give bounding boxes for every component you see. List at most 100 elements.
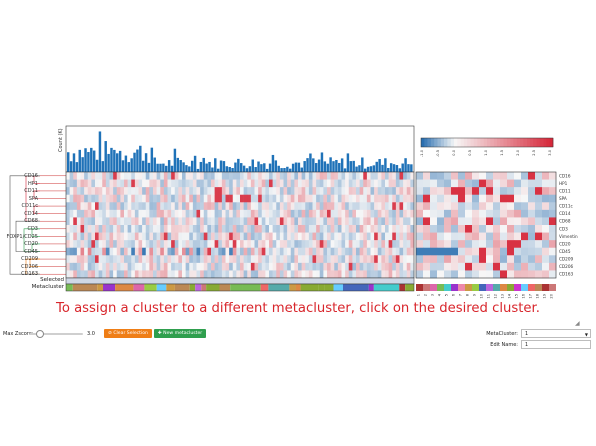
heatmap-cell[interactable] (377, 187, 382, 196)
heatmap-cell[interactable] (84, 202, 89, 211)
heatmap-cell[interactable] (276, 232, 281, 241)
metacluster-cell[interactable] (549, 194, 557, 203)
heatmap-cell[interactable] (171, 209, 176, 218)
heatmap-cell[interactable] (142, 255, 147, 264)
metacluster-cell[interactable] (465, 217, 473, 226)
heatmap-cell[interactable] (134, 172, 139, 180)
heatmap-cell[interactable] (145, 270, 150, 279)
resize-handle-icon[interactable]: ◢ (575, 320, 580, 327)
metacluster-cell[interactable] (437, 270, 445, 279)
heatmap-cell[interactable] (105, 255, 110, 264)
heatmap-cell[interactable] (254, 255, 259, 264)
heatmap-cell[interactable] (312, 179, 317, 188)
heatmap-cell[interactable] (294, 179, 299, 188)
heatmap-cell[interactable] (250, 194, 255, 203)
heatmap-cell[interactable] (301, 217, 306, 226)
metacluster-cell[interactable] (493, 209, 501, 218)
heatmap-cell[interactable] (116, 270, 121, 279)
heatmap-cell[interactable] (348, 255, 353, 264)
metacluster-cell[interactable] (528, 187, 536, 196)
heatmap-cell[interactable] (153, 209, 157, 218)
heatmap-cell[interactable] (127, 209, 132, 218)
heatmap-cell[interactable] (265, 172, 270, 180)
metacluster-cell[interactable] (514, 247, 522, 256)
heatmap-cell[interactable] (76, 240, 81, 249)
heatmap-cell[interactable] (341, 194, 346, 203)
metacluster-cell[interactable] (549, 247, 557, 256)
heatmap-cell[interactable] (145, 255, 150, 264)
heatmap-cell[interactable] (312, 270, 317, 279)
heatmap-cell[interactable] (290, 225, 295, 233)
heatmap-cell[interactable] (410, 179, 415, 188)
heatmap-cell[interactable] (410, 187, 415, 196)
heatmap-cell[interactable] (330, 270, 335, 279)
heatmap-cell[interactable] (319, 225, 324, 233)
metacluster-cell[interactable] (479, 240, 487, 249)
heatmap-cell[interactable] (403, 270, 408, 279)
heatmap-cell[interactable] (356, 194, 360, 203)
heatmap-cell[interactable] (345, 187, 350, 196)
metacluster-cell[interactable] (437, 187, 445, 196)
heatmap-cell[interactable] (403, 172, 408, 180)
heatmap-cell[interactable] (363, 194, 368, 203)
metacluster-cell[interactable] (451, 255, 459, 264)
heatmap-cell[interactable] (327, 179, 331, 188)
heatmap-cell[interactable] (134, 187, 139, 196)
heatmap-cell[interactable] (334, 202, 339, 211)
heatmap-cell[interactable] (243, 187, 248, 196)
metacluster-cell[interactable] (493, 240, 501, 249)
heatmap-cell[interactable] (84, 225, 89, 233)
heatmap-cell[interactable] (392, 255, 397, 264)
heatmap-cell[interactable] (229, 225, 234, 233)
heatmap-cell[interactable] (305, 247, 310, 256)
heatmap-cell[interactable] (366, 202, 371, 211)
heatmap-cell[interactable] (254, 202, 259, 211)
heatmap-cell[interactable] (160, 262, 165, 271)
heatmap-cell[interactable] (69, 240, 74, 249)
heatmap-cell[interactable] (192, 247, 197, 256)
heatmap-cell[interactable] (265, 240, 270, 249)
heatmap-cell[interactable] (388, 187, 393, 196)
heatmap-cell[interactable] (163, 232, 168, 241)
metacluster-cell[interactable] (458, 232, 466, 241)
heatmap-cell[interactable] (403, 247, 408, 256)
heatmap-cell[interactable] (153, 217, 157, 226)
metacluster-cell[interactable] (507, 202, 515, 211)
heatmap-cell[interactable] (156, 255, 161, 264)
heatmap-cell[interactable] (84, 262, 89, 271)
heatmap-cell[interactable] (410, 202, 415, 211)
heatmap-cell[interactable] (229, 202, 234, 211)
heatmap-cell[interactable] (377, 202, 382, 211)
heatmap-cell[interactable] (399, 202, 404, 211)
heatmap-cell[interactable] (337, 255, 342, 264)
heatmap-cell[interactable] (287, 225, 292, 233)
heatmap-cell[interactable] (116, 202, 121, 211)
metacluster-cell[interactable] (486, 217, 494, 226)
heatmap-cell[interactable] (189, 179, 194, 188)
heatmap-cell[interactable] (258, 202, 263, 211)
metacluster-cell[interactable] (458, 247, 466, 256)
heatmap-cell[interactable] (403, 194, 408, 203)
heatmap-cell[interactable] (178, 232, 183, 241)
heatmap-cell[interactable] (167, 194, 172, 203)
heatmap-cell[interactable] (109, 194, 114, 203)
heatmap-cell[interactable] (243, 270, 248, 279)
heatmap-cell[interactable] (138, 209, 143, 218)
heatmap-cell[interactable] (341, 262, 346, 271)
metacluster-cell[interactable] (549, 209, 557, 218)
edit-name-input[interactable]: 1 (521, 340, 591, 349)
metacluster-cell[interactable] (528, 247, 536, 256)
heatmap-cell[interactable] (298, 172, 302, 180)
heatmap-cell[interactable] (319, 172, 324, 180)
heatmap-cell[interactable] (323, 172, 328, 180)
heatmap-cell[interactable] (381, 270, 386, 279)
heatmap-cell[interactable] (265, 187, 270, 196)
heatmap-cell[interactable] (381, 247, 386, 256)
heatmap-cell[interactable] (127, 255, 132, 264)
metacluster-cell[interactable] (479, 172, 487, 180)
heatmap-cell[interactable] (87, 247, 92, 256)
metacluster-cell[interactable] (542, 202, 550, 211)
heatmap-cell[interactable] (229, 187, 234, 196)
heatmap-cell[interactable] (377, 255, 382, 264)
heatmap-cell[interactable] (261, 240, 266, 249)
